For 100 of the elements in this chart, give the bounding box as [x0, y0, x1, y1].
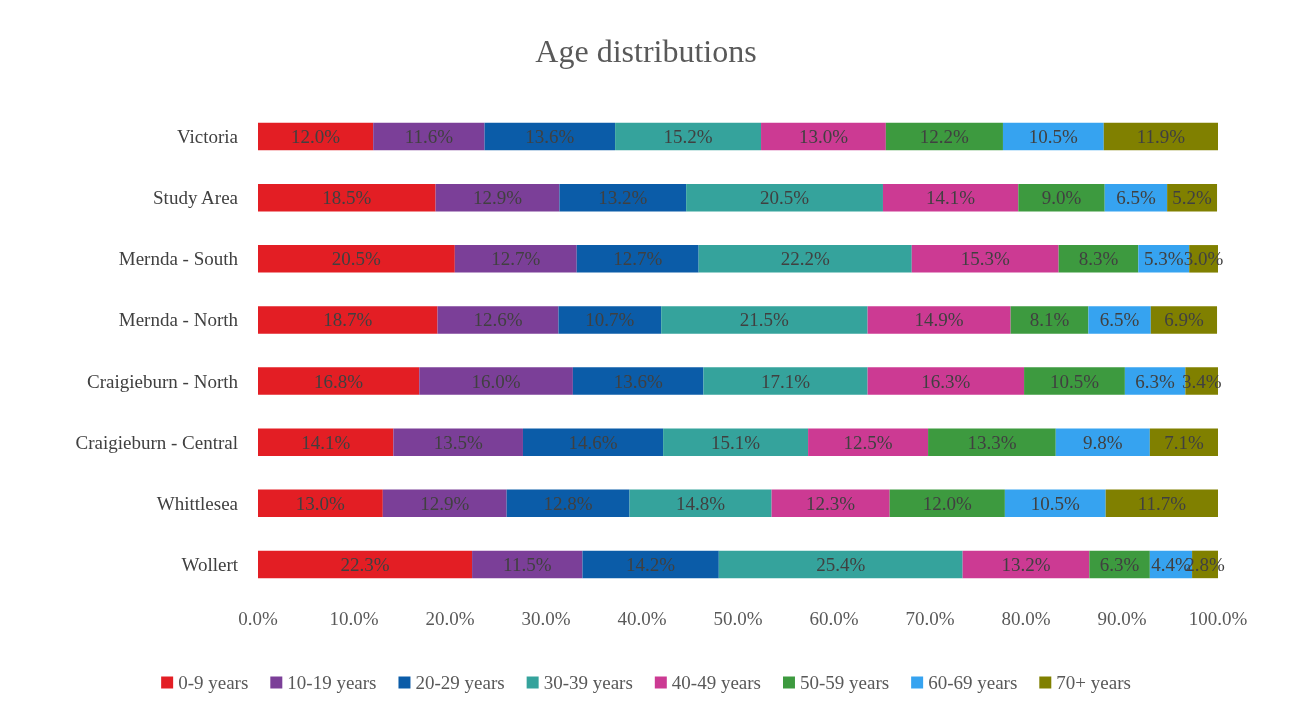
bar: [582, 550, 719, 579]
x-tick-label: 70.0%: [905, 608, 955, 629]
data-label: 12.6%: [473, 309, 523, 331]
data-label: 11.7%: [1137, 492, 1187, 514]
data-label: 11.5%: [503, 553, 552, 575]
data-label: 13.2%: [1001, 553, 1051, 575]
bar: [419, 367, 573, 395]
bar: [867, 306, 1011, 334]
bar: [928, 428, 1056, 456]
legend-label: 10-19 years: [287, 672, 377, 693]
data-label: 13.3%: [967, 431, 1017, 453]
bar: [615, 122, 762, 151]
data-label: 16.8%: [314, 370, 364, 392]
legend-label: 60-69 years: [928, 672, 1018, 693]
bar: [258, 367, 420, 395]
data-label: 12.9%: [420, 492, 470, 514]
data-label: 10.7%: [585, 309, 635, 331]
bar: [1055, 428, 1150, 456]
bar: [882, 183, 1019, 212]
bar: [437, 306, 559, 334]
data-label: 20.5%: [760, 187, 810, 209]
data-label: 13.5%: [433, 431, 483, 453]
bar: [393, 428, 523, 456]
data-label: 12.0%: [291, 126, 341, 148]
data-label: 6.3%: [1135, 370, 1176, 392]
bar: [1024, 367, 1125, 395]
data-label: 15.2%: [663, 126, 713, 148]
bar: [808, 428, 929, 456]
y-tick-label: Whittlesea: [156, 492, 239, 514]
data-label: 14.2%: [626, 553, 676, 575]
data-label: 9.8%: [1083, 431, 1123, 453]
x-tick-label: 100.0%: [1188, 608, 1248, 629]
y-tick-label: Victoria: [176, 126, 239, 148]
data-label: 13.6%: [525, 126, 575, 148]
data-label: 11.9%: [1136, 126, 1186, 148]
data-label: 6.9%: [1164, 309, 1204, 331]
x-tick-label: 80.0%: [1001, 608, 1051, 629]
data-label: 11.6%: [404, 126, 454, 148]
x-tick-label: 0.0%: [238, 608, 278, 629]
data-label: 12.7%: [491, 248, 541, 270]
bar: [522, 428, 664, 456]
data-label: 5.2%: [1172, 187, 1213, 209]
bar: [703, 367, 868, 395]
bar: [1010, 306, 1089, 334]
data-label: 12.9%: [472, 187, 523, 209]
legend-label: 50-59 years: [799, 672, 890, 693]
data-label: 10.5%: [1049, 370, 1100, 392]
x-tick-label: 30.0%: [521, 608, 571, 629]
data-label: 8.3%: [1078, 248, 1119, 270]
x-tick-label: 20.0%: [425, 608, 475, 629]
x-tick-label: 40.0%: [617, 608, 667, 629]
legend-label: 70+ years: [1056, 672, 1131, 693]
bar: [258, 489, 383, 518]
data-label: 14.6%: [568, 431, 618, 453]
data-label: 22.2%: [780, 248, 830, 270]
data-label: 15.1%: [711, 431, 761, 453]
bar: [761, 122, 886, 151]
data-label: 12.7%: [613, 248, 663, 270]
bar: [629, 489, 772, 518]
data-label: 20.5%: [331, 248, 382, 270]
legend-label: 20-29 years: [415, 672, 505, 693]
chart-title: Age distributions: [535, 33, 757, 69]
data-label: 13.2%: [598, 187, 648, 209]
data-label: 12.8%: [543, 492, 593, 514]
data-label: 21.5%: [739, 309, 790, 331]
y-tick-label: Mernda - North: [118, 309, 239, 331]
bar: [1105, 489, 1218, 518]
bar: [258, 306, 438, 334]
x-tick-label: 90.0%: [1097, 608, 1147, 629]
bar: [663, 428, 809, 456]
data-label: 14.1%: [301, 431, 351, 453]
bar: [771, 489, 890, 518]
bar: [911, 245, 1059, 273]
bar: [558, 306, 662, 334]
legend-label: 40-49 years: [671, 672, 761, 693]
data-label: 14.9%: [914, 309, 964, 331]
data-label: 17.1%: [760, 370, 811, 392]
data-label: 12.3%: [806, 492, 856, 514]
bar: [698, 245, 912, 273]
data-label: 6.5%: [1099, 309, 1140, 331]
data-label: 8.1%: [1029, 309, 1070, 331]
legend-label: 0-9 years: [178, 672, 249, 693]
bar: [718, 550, 963, 579]
data-label: 18.7%: [323, 309, 373, 331]
data-label: 7.1%: [1164, 431, 1204, 453]
bar: [572, 367, 704, 395]
bar: [258, 245, 455, 273]
data-label: 12.5%: [843, 431, 893, 453]
data-label: 13.6%: [613, 370, 663, 392]
x-tick-label: 50.0%: [713, 608, 763, 629]
data-label: 16.3%: [921, 370, 971, 392]
data-label: 5.3%: [1143, 248, 1184, 270]
y-tick-label: Mernda - South: [118, 248, 239, 270]
data-label: 22.3%: [340, 553, 390, 575]
data-label: 9.0%: [1041, 187, 1082, 209]
data-label: 14.8%: [676, 492, 726, 514]
bar: [484, 122, 616, 151]
y-tick-label: Study Area: [153, 187, 239, 209]
data-label: 10.5%: [1028, 126, 1079, 148]
x-tick-label: 10.0%: [329, 608, 379, 629]
